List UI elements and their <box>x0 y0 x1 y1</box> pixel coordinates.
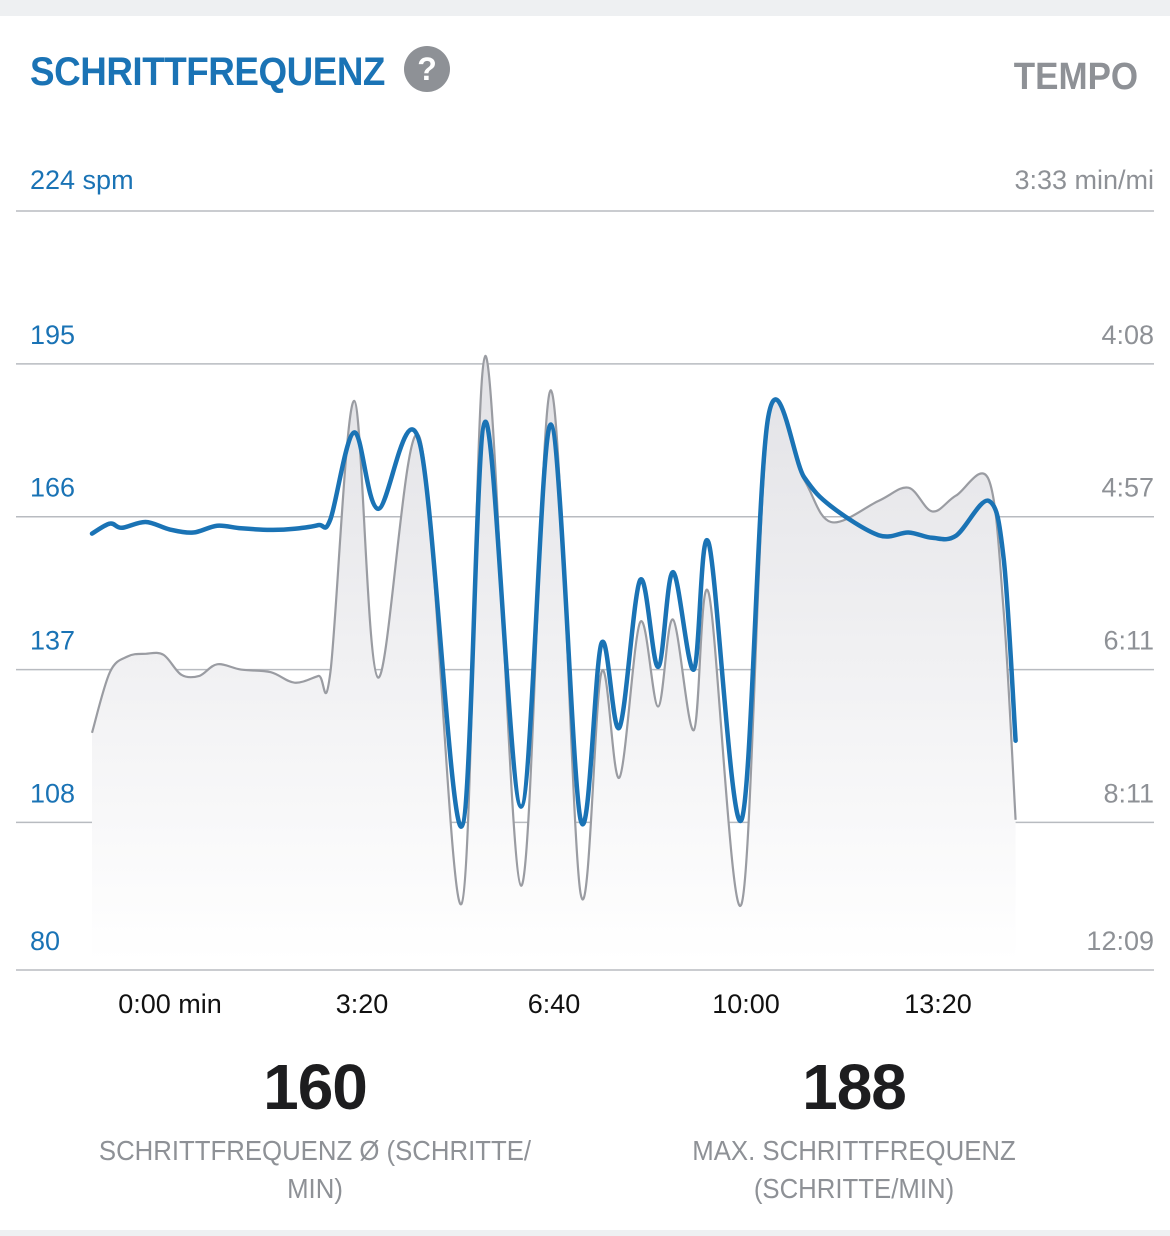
left-y-tick-label: 80 <box>30 926 60 956</box>
avg-cadence-stat: 160 SCHRITTFREQUENZ Ø (SCHRITTE/ MIN) <box>55 1050 575 1208</box>
max-cadence-value: 188 <box>802 1051 907 1123</box>
right-y-tick-label: 4:57 <box>1101 473 1154 503</box>
x-tick-label: 0:00 min <box>118 989 222 1019</box>
cadence-line <box>89 397 1018 829</box>
right-y-tick-label: 6:11 <box>1103 626 1154 656</box>
left-y-tick-label: 137 <box>30 626 75 656</box>
x-tick-label: 10:00 <box>712 989 780 1019</box>
left-y-tick-label: 195 <box>30 320 75 350</box>
left-y-tick-label: 108 <box>30 778 75 808</box>
left-axis-unit-label: 224 spm <box>30 165 134 195</box>
right-axis-unit-label: 3:33 min/mi <box>1014 165 1154 195</box>
pace-area <box>92 355 1016 963</box>
help-icon[interactable]: ? <box>404 46 450 92</box>
right-y-tick-label: 8:11 <box>1103 778 1154 808</box>
max-cadence-stat: 188 MAX. SCHRITTFREQUENZ (SCHRITTE/MIN) <box>594 1050 1114 1208</box>
right-y-tick-label: 12:09 <box>1086 926 1154 956</box>
right-y-tick-label: 4:08 <box>1101 320 1154 350</box>
x-tick-label: 3:20 <box>336 989 389 1019</box>
max-cadence-label: MAX. SCHRITTFREQUENZ (SCHRITTE/MIN) <box>692 1135 1016 1204</box>
avg-cadence-label: SCHRITTFREQUENZ Ø (SCHRITTE/ MIN) <box>98 1135 532 1204</box>
tempo-toggle-button[interactable]: TEMPO <box>1013 56 1138 98</box>
x-tick-label: 13:20 <box>904 989 972 1019</box>
left-y-tick-label: 166 <box>30 473 75 503</box>
chart-title: SCHRITTFREQUENZ <box>30 50 385 94</box>
x-tick-label: 6:40 <box>528 989 581 1019</box>
avg-cadence-value: 160 <box>263 1051 368 1123</box>
